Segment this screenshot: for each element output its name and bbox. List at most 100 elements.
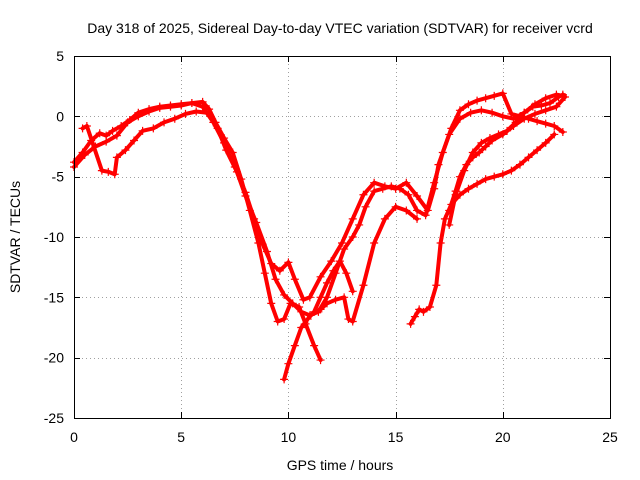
data-point — [490, 172, 499, 181]
y-tick-label: -5 — [52, 169, 65, 185]
data-point — [541, 106, 550, 115]
data-point — [316, 293, 325, 302]
data-point — [507, 109, 516, 118]
x-tick-label: 10 — [281, 429, 297, 445]
data-point — [252, 218, 261, 227]
data-point — [344, 315, 353, 324]
data-point — [541, 119, 550, 128]
data-point — [198, 102, 207, 111]
data-point — [280, 290, 289, 299]
data-point — [520, 114, 529, 123]
data-point — [267, 299, 276, 308]
data-point — [481, 142, 490, 151]
data-point — [355, 220, 364, 229]
data-point — [440, 214, 449, 223]
data-point — [509, 121, 518, 130]
data-point — [524, 153, 533, 162]
series-line — [72, 92, 565, 302]
data-point — [447, 124, 456, 133]
data-point — [387, 182, 396, 191]
data-point — [425, 302, 434, 311]
data-point — [299, 295, 308, 304]
data-point — [280, 375, 289, 384]
data-point — [370, 178, 379, 187]
data-point — [415, 305, 424, 314]
data-point — [378, 184, 387, 193]
data-point — [338, 239, 346, 248]
data-point — [134, 112, 143, 121]
data-point — [342, 269, 351, 278]
data-point — [280, 315, 289, 324]
data-point — [166, 102, 175, 111]
data-point — [473, 96, 482, 105]
data-point — [340, 293, 349, 302]
chart-title: Day 318 of 2025, Sidereal Day-to-day VTE… — [87, 20, 593, 36]
data-point — [149, 124, 158, 133]
data-point — [297, 307, 306, 316]
data-point — [481, 175, 490, 184]
data-point — [359, 281, 368, 290]
data-point — [284, 359, 293, 368]
data-point — [329, 266, 338, 275]
data-point — [310, 307, 319, 316]
data-point — [560, 93, 569, 102]
data-point — [515, 160, 524, 169]
series-line — [282, 259, 355, 382]
data-point — [488, 136, 497, 145]
data-point — [533, 117, 542, 126]
y-tick-label: -10 — [44, 229, 64, 245]
data-point — [445, 206, 454, 215]
data-point — [541, 138, 550, 147]
data-point — [192, 107, 201, 116]
data-point — [322, 299, 331, 308]
data-point — [348, 287, 357, 296]
data-point — [303, 315, 312, 324]
data-point — [290, 275, 299, 284]
y-axis-label: SDTVAR / TECUs — [7, 181, 23, 293]
data-point — [340, 245, 349, 254]
series-track-5 — [316, 202, 422, 326]
data-point — [241, 191, 250, 200]
data-point — [395, 184, 404, 193]
data-point — [78, 124, 87, 133]
data-point — [170, 114, 179, 123]
data-point — [507, 166, 516, 175]
data-point — [80, 150, 89, 159]
data-point — [359, 190, 368, 199]
data-point — [361, 202, 370, 211]
data-point — [490, 91, 499, 100]
series-track-1 — [70, 97, 325, 365]
data-point — [421, 211, 430, 220]
x-tick-label: 5 — [177, 429, 185, 445]
data-point — [445, 220, 454, 229]
data-point — [481, 94, 490, 103]
data-point — [402, 206, 411, 215]
series-line — [318, 204, 419, 324]
data-series — [70, 89, 569, 384]
data-point — [108, 126, 117, 135]
data-point — [498, 112, 507, 121]
data-point — [533, 146, 542, 155]
data-point — [348, 317, 357, 326]
data-point — [155, 103, 164, 112]
series-track-3 — [78, 89, 567, 320]
data-point — [305, 293, 314, 302]
data-point — [310, 341, 319, 350]
data-point — [213, 124, 222, 133]
data-point — [316, 305, 325, 314]
data-point — [82, 121, 91, 130]
x-tick-label: 0 — [70, 429, 78, 445]
data-point — [335, 257, 344, 266]
series-track-4 — [280, 257, 357, 384]
data-point — [177, 101, 186, 110]
data-point — [97, 166, 106, 175]
data-point — [121, 146, 130, 155]
data-point — [464, 100, 473, 109]
data-point — [138, 126, 147, 135]
data-point — [473, 179, 482, 188]
series-track-2 — [70, 90, 567, 304]
data-point — [550, 130, 559, 139]
data-point — [262, 247, 271, 256]
data-point — [419, 307, 428, 316]
data-point — [112, 131, 121, 140]
